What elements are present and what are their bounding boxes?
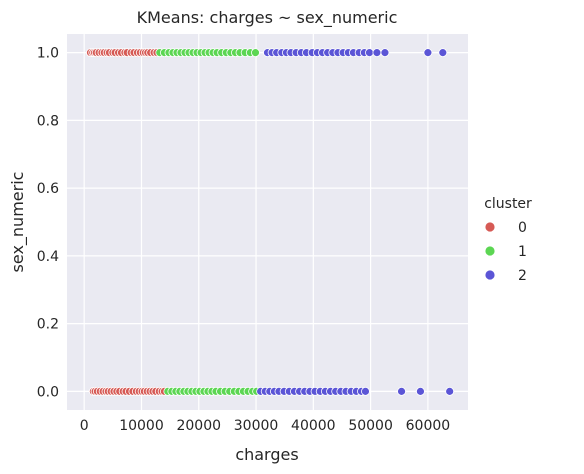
data-point-cluster-2 bbox=[423, 48, 433, 58]
x-axis-label: charges bbox=[235, 445, 298, 464]
y-tick-label: 0.2 bbox=[37, 317, 59, 333]
y-axis-label: sex_numeric bbox=[8, 172, 28, 273]
x-tick-labels: 0 10000 20000 30000 40000 50000 60000 bbox=[80, 418, 450, 434]
chart-title: KMeans: charges ~ sex_numeric bbox=[137, 8, 398, 28]
x-tick-label: 0 bbox=[80, 418, 89, 434]
x-tick-label: 30000 bbox=[234, 418, 279, 434]
data-point-cluster-2 bbox=[380, 48, 390, 58]
legend-label-0: 0 bbox=[518, 220, 527, 236]
data-point-cluster-2 bbox=[361, 386, 370, 396]
legend-marker-1 bbox=[484, 245, 496, 257]
data-point-cluster-2 bbox=[372, 48, 382, 58]
data-point-cluster-2 bbox=[397, 386, 406, 396]
legend-label-1: 1 bbox=[518, 244, 527, 260]
legend-label-2: 2 bbox=[518, 268, 527, 284]
x-tick-label: 20000 bbox=[176, 418, 221, 434]
x-tick-label: 40000 bbox=[291, 418, 336, 434]
x-tick-label: 50000 bbox=[348, 418, 393, 434]
x-tick-label: 60000 bbox=[406, 418, 451, 434]
data-point-cluster-2 bbox=[416, 386, 425, 396]
y-tick-label: 0.8 bbox=[37, 113, 59, 129]
legend-title: cluster bbox=[484, 196, 532, 212]
data-point-cluster-1 bbox=[251, 48, 260, 58]
legend: cluster 0 1 2 bbox=[484, 196, 532, 284]
y-tick-label: 1.0 bbox=[37, 46, 59, 62]
data-points bbox=[86, 48, 455, 396]
data-point-cluster-2 bbox=[445, 386, 455, 396]
plot-area bbox=[67, 34, 468, 410]
legend-marker-0 bbox=[484, 221, 496, 233]
y-tick-label: 0.6 bbox=[37, 181, 59, 197]
data-point-cluster-2 bbox=[365, 48, 374, 58]
y-tick-label: 0.4 bbox=[37, 249, 59, 265]
legend-marker-2 bbox=[484, 269, 496, 281]
y-tick-label: 0.0 bbox=[37, 384, 59, 400]
data-point-cluster-2 bbox=[438, 48, 448, 58]
x-tick-label: 10000 bbox=[119, 418, 164, 434]
y-tick-labels: 0.0 0.2 0.4 0.6 0.8 1.0 bbox=[37, 46, 59, 401]
